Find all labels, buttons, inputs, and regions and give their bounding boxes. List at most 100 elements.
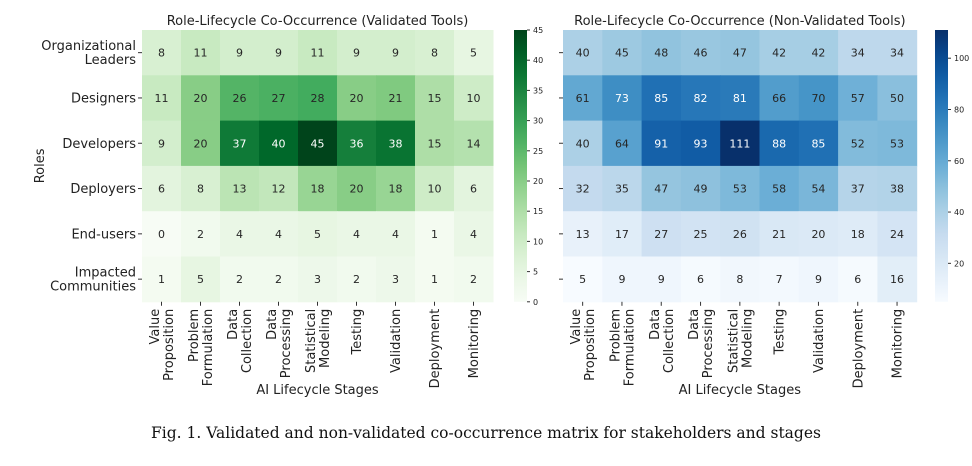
colorbar-tick-label: 40 — [533, 56, 543, 65]
cell-value-label: 6 — [854, 273, 861, 286]
cell-value-label: 58 — [772, 183, 786, 196]
y-tick-label-line: Organizational — [41, 39, 136, 54]
cell-value-label: 85 — [811, 137, 825, 150]
heatmap-cell — [220, 211, 260, 257]
heatmap-cell — [602, 75, 643, 122]
heatmap-cell — [641, 256, 682, 303]
cell-value-label: 40 — [576, 47, 590, 60]
heatmap-cell — [220, 30, 260, 76]
cell-value-label: 37 — [851, 183, 865, 196]
cell-value-label: 5 — [579, 273, 586, 286]
heatmap-cell — [298, 211, 338, 257]
cell-value-label: 9 — [353, 47, 360, 60]
heatmap-cell — [720, 75, 760, 122]
cell-value-label: 20 — [350, 183, 364, 196]
heatmap-non-validated: Role-Lifecycle Co-Occurrence (Non-Valida… — [559, 14, 969, 398]
cell-value-label: 11 — [155, 92, 169, 105]
heatmap-cell — [181, 211, 221, 257]
colorbar-tick-label: 20 — [533, 177, 543, 186]
y-tick-label-line: Impacted — [75, 266, 136, 281]
y-tick-label: Organizational Leaders — [41, 39, 136, 68]
heatmap-cell — [563, 165, 603, 212]
x-tick-label-line: Processing — [279, 309, 294, 378]
x-tick-label: DataProcessing — [265, 309, 294, 378]
heatmap-cell — [337, 256, 377, 303]
heatmap-cell — [838, 256, 878, 303]
heatmap-cell — [298, 120, 338, 167]
cell-value-label: 10 — [467, 92, 481, 105]
heatmap-cell — [641, 165, 682, 212]
x-tick-label: Deployment — [428, 309, 443, 389]
colorbar-tick-label: 45 — [533, 26, 543, 35]
heatmap-cell — [181, 256, 221, 303]
cell-value-label: 32 — [576, 183, 590, 196]
cell-value-label: 37 — [233, 137, 247, 150]
x-tick-label-line: Validation — [389, 309, 404, 373]
y-tick-label-line: Designers — [71, 91, 136, 106]
cell-value-label: 24 — [890, 228, 904, 241]
x-tick-label-line: Modeling — [740, 309, 755, 368]
cell-value-label: 4 — [470, 228, 477, 241]
x-tick-label-line: Problem — [187, 309, 202, 362]
x-tick-label-line: Proposition — [583, 309, 598, 381]
cell-value-label: 1 — [431, 273, 438, 286]
cell-value-label: 9 — [815, 273, 822, 286]
cell-value-label: 2 — [236, 273, 243, 286]
x-tick-label-line: Data — [265, 309, 280, 340]
cell-value-label: 2 — [353, 273, 360, 286]
cell-value-label: 4 — [236, 228, 243, 241]
heatmap-validated: Role-Lifecycle Co-Occurrence (Validated … — [33, 14, 543, 398]
cell-value-label: 8 — [736, 273, 743, 286]
cell-value-label: 46 — [694, 47, 708, 60]
x-tick-label-line: Collection — [240, 309, 255, 373]
heatmap-cell — [680, 165, 721, 212]
cell-value-label: 53 — [733, 183, 747, 196]
cell-value-label: 47 — [733, 47, 747, 60]
heatmap-cell — [563, 256, 603, 303]
cell-value-label: 9 — [658, 273, 665, 286]
heatmap-cell — [680, 256, 721, 303]
x-tick-label: ValueProposition — [148, 309, 177, 381]
x-tick-label-line: Monitoring — [891, 309, 906, 379]
heatmap-cell — [415, 256, 455, 303]
heatmap-cell — [798, 75, 839, 122]
cell-value-label: 4 — [353, 228, 360, 241]
cell-value-label: 5 — [470, 47, 477, 60]
heatmap-cell — [759, 75, 800, 122]
cell-value-label: 50 — [890, 92, 904, 105]
cell-value-label: 13 — [576, 228, 590, 241]
heatmap-cell — [181, 120, 221, 167]
heatmap-cell — [298, 30, 338, 76]
heatmap-cell — [641, 75, 682, 122]
cell-value-label: 11 — [311, 47, 325, 60]
y-tick-label-line: End-users — [71, 227, 136, 242]
y-tick-label: Deployers — [70, 182, 136, 197]
cell-value-label: 16 — [890, 273, 904, 286]
heatmap-cell — [181, 30, 221, 76]
heatmap-cell — [563, 211, 603, 257]
x-tick-label-line: Data — [648, 309, 663, 340]
heatmap-cell — [376, 75, 416, 122]
heatmap-cell — [415, 75, 455, 122]
cell-value-label: 42 — [811, 47, 825, 60]
y-tick-label-line: Developers — [62, 137, 136, 152]
y-tick-label: Developers — [62, 137, 136, 152]
colorbar-tick-label: 5 — [533, 268, 538, 277]
cell-value-label: 6 — [470, 183, 477, 196]
cell-value-label: 25 — [694, 228, 708, 241]
heatmap-cell — [759, 211, 800, 257]
x-tick-label-line: Statistical — [726, 309, 741, 373]
cell-value-label: 14 — [467, 137, 481, 150]
heatmap-cell — [376, 120, 416, 167]
heatmap-cell — [454, 165, 494, 212]
cell-value-label: 42 — [772, 47, 786, 60]
cell-value-label: 8 — [158, 47, 165, 60]
heatmap-cell — [142, 75, 182, 122]
y-tick-label-line: Communities — [50, 280, 136, 295]
heatmap-cell — [680, 120, 721, 167]
x-tick-label-line: Data — [687, 309, 702, 340]
cell-value-label: 70 — [811, 92, 825, 105]
cell-value-label: 12 — [272, 183, 286, 196]
heatmap-cell — [680, 75, 721, 122]
heatmap-cell — [220, 165, 260, 212]
